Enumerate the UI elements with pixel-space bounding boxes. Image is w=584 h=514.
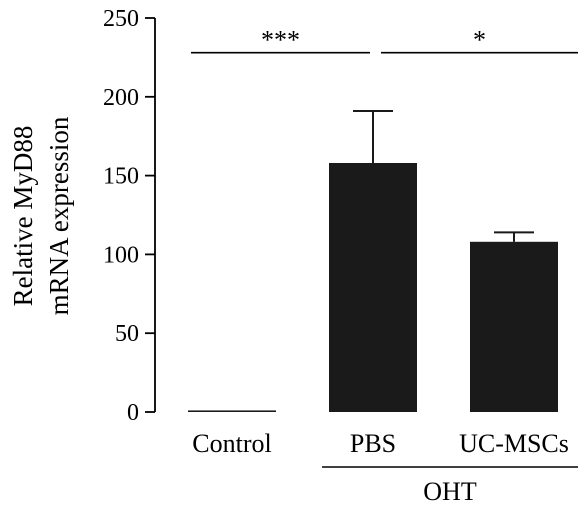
bars [188,162,558,412]
y-tick-label-100: 100 [103,242,139,268]
significance-label-1: *** [261,26,300,55]
y-axis-label: Relative MyD88 mRNA expression [8,116,74,315]
group-label: OHT [423,477,477,506]
y-tick-label-50: 50 [115,321,139,347]
y-tick-label-0: 0 [127,400,139,426]
bar-control [188,410,276,412]
group-bracket: OHT [322,466,578,506]
error-bars [353,109,534,242]
y-tick-label-150: 150 [103,164,139,190]
significance-label-2: * [473,26,486,55]
x-label-control: Control [192,429,271,458]
x-axis-labels: Control PBS UC-MSCs [192,429,569,458]
significance-annotations: *** * [191,26,578,55]
y-tick-label-200: 200 [103,85,139,111]
x-label-uc-mscs: UC-MSCs [459,429,569,458]
bar-uc-mscs [470,241,558,412]
x-label-pbs: PBS [350,429,396,458]
bar-pbs [329,162,417,412]
axes: 0 50 100 150 200 250 [103,6,156,426]
y-tick-label-250: 250 [103,6,139,32]
y-axis-label-line-2: mRNA expression [44,116,74,315]
y-axis-label-line-1: Relative MyD88 [8,126,38,307]
